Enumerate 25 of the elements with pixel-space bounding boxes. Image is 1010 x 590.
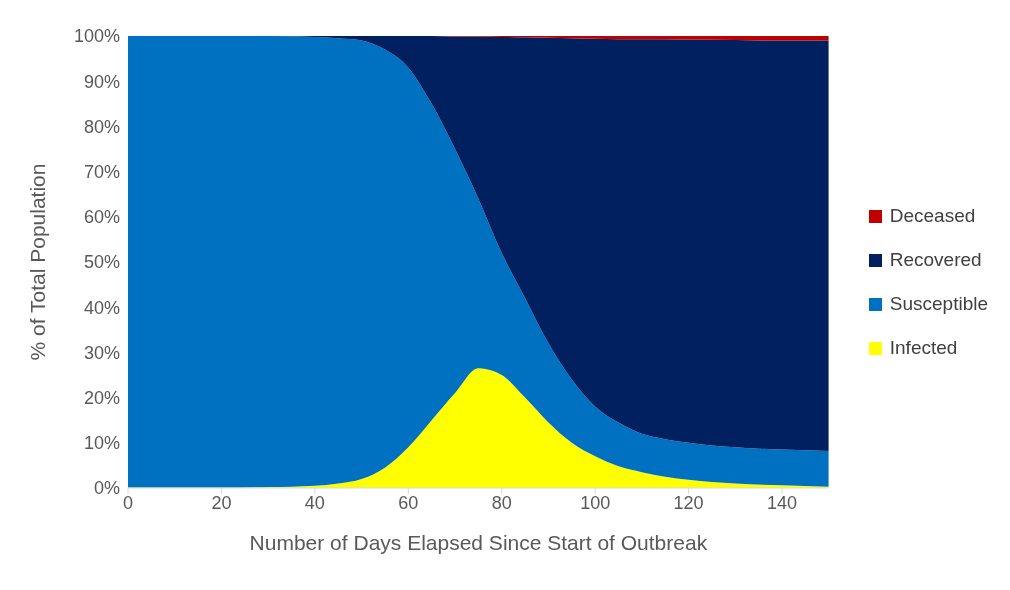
legend-label: Deceased: [889, 205, 976, 227]
y-tick-label: 0%: [93, 478, 120, 499]
legend-label: Susceptible: [889, 293, 988, 315]
x-tick-label: 140: [767, 492, 798, 513]
y-tick-label: 80%: [83, 116, 120, 137]
legend-label: Infected: [889, 337, 958, 359]
y-axis-title: % of Total Population: [26, 163, 50, 361]
x-tick-label: 120: [673, 492, 704, 513]
y-tick-label: 20%: [83, 387, 120, 408]
x-tick-label: 100: [580, 492, 611, 513]
x-tick-label: 40: [304, 492, 325, 513]
y-tick-label: 90%: [83, 71, 120, 92]
x-tick-label: 80: [491, 492, 512, 513]
y-tick-label: 100%: [73, 26, 120, 47]
x-tick-label: 0: [122, 492, 134, 513]
x-tick-label: 20: [211, 492, 232, 513]
y-tick-label: 50%: [83, 252, 120, 273]
y-tick-label: 10%: [83, 433, 120, 454]
y-tick-label: 30%: [83, 342, 120, 363]
legend-label: Recovered: [889, 249, 982, 271]
y-tick-label: 60%: [83, 207, 120, 228]
y-tick-label: 70%: [83, 161, 120, 182]
y-tick-label: 40%: [83, 297, 120, 318]
x-axis-title: Number of Days Elapsed Since Start of Outbreak: [249, 531, 708, 554]
x-tick-label: 60: [398, 492, 419, 513]
